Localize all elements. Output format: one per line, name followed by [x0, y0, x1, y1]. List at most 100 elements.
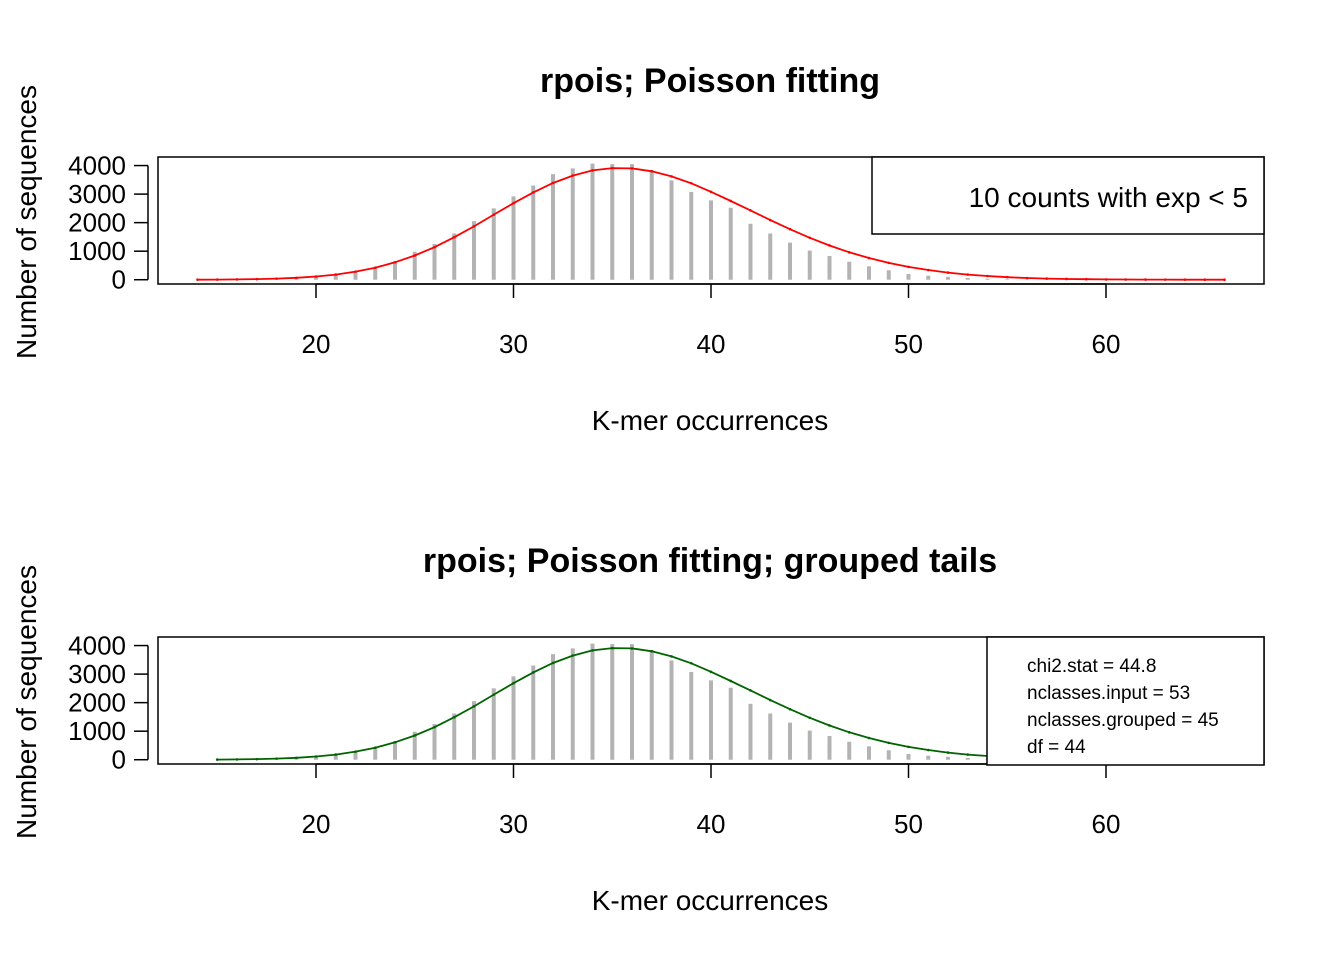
fit-point — [512, 681, 515, 685]
legend: chi2.stat = 44.8 nclasses.input = 53 ncl… — [986, 636, 1265, 766]
legend-box — [871, 156, 1265, 235]
fit-point — [670, 175, 673, 178]
fit-point — [887, 261, 891, 265]
chart-title: rpois; Poisson fitting — [540, 62, 880, 100]
fit-point — [472, 705, 476, 708]
legend-box — [986, 636, 1265, 766]
legend-line: df = 44 — [1027, 737, 1086, 758]
fit-point — [670, 655, 673, 658]
fit-point — [393, 741, 397, 744]
fit-point — [472, 225, 476, 228]
fit-point — [788, 227, 792, 231]
fit-point — [294, 756, 298, 760]
y-tick-label: 4000 — [68, 151, 126, 181]
fit-point — [1045, 277, 1049, 280]
fit-point — [433, 725, 436, 729]
legend: 10 counts with exp < 5 — [871, 156, 1265, 235]
fit-point — [354, 270, 357, 273]
legend-line: nclasses.input = 53 — [1027, 683, 1190, 704]
fit-point — [215, 278, 219, 281]
fit-point — [808, 716, 812, 720]
fit-point — [610, 166, 614, 170]
fit-point — [946, 751, 950, 754]
fit-point — [986, 274, 989, 278]
y-tick-label: 0 — [112, 265, 126, 295]
x-axis-title: K-mer occurrences — [592, 885, 829, 916]
fit-point — [1084, 277, 1088, 281]
x-tick-label: 30 — [499, 809, 528, 839]
plot-marks — [215, 643, 1089, 761]
fit-point — [847, 731, 851, 734]
fit-point — [215, 758, 219, 761]
fit-point — [926, 268, 930, 272]
fit-point — [571, 174, 575, 177]
y-tick-label: 4000 — [68, 631, 126, 661]
plot-marks — [195, 163, 1226, 281]
chart-panel-poisson-fitting: rpois; Poisson fitting 20 30 40 50 60 0100020… — [11, 62, 1265, 436]
fit-point — [413, 734, 417, 737]
fit-point — [966, 273, 970, 276]
fit-point — [610, 646, 614, 650]
fit-point — [413, 254, 417, 257]
fit-point — [1223, 278, 1226, 281]
fit-point — [808, 236, 812, 240]
fit-point — [571, 654, 575, 657]
fit-point — [235, 758, 239, 761]
fit-point — [196, 278, 199, 281]
fit-point — [630, 167, 634, 170]
chart-panel-grouped-tails: rpois; Poisson fitting; grouped tails 20… — [11, 542, 1265, 916]
y-axis-title: Number of sequences — [11, 85, 42, 359]
fit-point — [314, 275, 318, 278]
fit-point — [907, 265, 910, 269]
fit-point — [828, 244, 831, 247]
y-tick-label: 2000 — [68, 688, 126, 718]
fit-point — [749, 209, 752, 212]
x-tick-label: 20 — [302, 809, 331, 839]
fit-point — [1183, 278, 1187, 281]
fit-point — [512, 201, 515, 205]
fit-point — [591, 169, 594, 172]
fit-point — [828, 724, 831, 727]
legend-line: chi2.stat = 44.8 — [1027, 656, 1156, 677]
x-tick-label: 50 — [894, 809, 923, 839]
fit-point — [650, 649, 654, 653]
fit-point — [630, 647, 634, 650]
x-tick-label: 60 — [1092, 809, 1121, 839]
fit-point — [1124, 278, 1128, 281]
y-tick-label: 3000 — [68, 179, 126, 209]
x-tick-label: 20 — [302, 329, 331, 359]
fit-point — [255, 757, 259, 761]
fit-point — [689, 661, 693, 665]
legend-text: 10 counts with exp < 5 — [969, 182, 1248, 213]
y-axis-title: Number of sequences — [11, 565, 42, 839]
x-tick-label: 60 — [1092, 329, 1121, 359]
fit-point — [275, 277, 278, 280]
fit-point — [1144, 278, 1147, 281]
fit-point — [1005, 275, 1009, 279]
fit-point — [749, 689, 752, 692]
fit-point — [452, 235, 456, 239]
fit-point — [709, 670, 713, 674]
fit-point — [689, 181, 693, 185]
x-axis-title: K-mer occurrences — [592, 405, 829, 436]
y-tick-label: 1000 — [68, 716, 126, 746]
fit-point — [373, 746, 377, 750]
fit-point — [452, 715, 456, 719]
fit-point — [887, 741, 891, 745]
fit-point — [294, 276, 298, 280]
y-tick-label: 3000 — [68, 659, 126, 689]
fit-point — [275, 757, 278, 760]
fit-point — [1025, 276, 1029, 280]
y-tick-label: 0 — [112, 745, 126, 775]
fit-point — [847, 251, 851, 254]
fit-point — [966, 753, 970, 756]
fit-point — [531, 191, 535, 194]
fit-point — [314, 755, 318, 758]
x-tick-label: 40 — [697, 329, 726, 359]
y-tick-label: 1000 — [68, 236, 126, 266]
fit-point — [235, 278, 239, 281]
x-tick-label: 40 — [697, 809, 726, 839]
fit-point — [492, 213, 496, 216]
